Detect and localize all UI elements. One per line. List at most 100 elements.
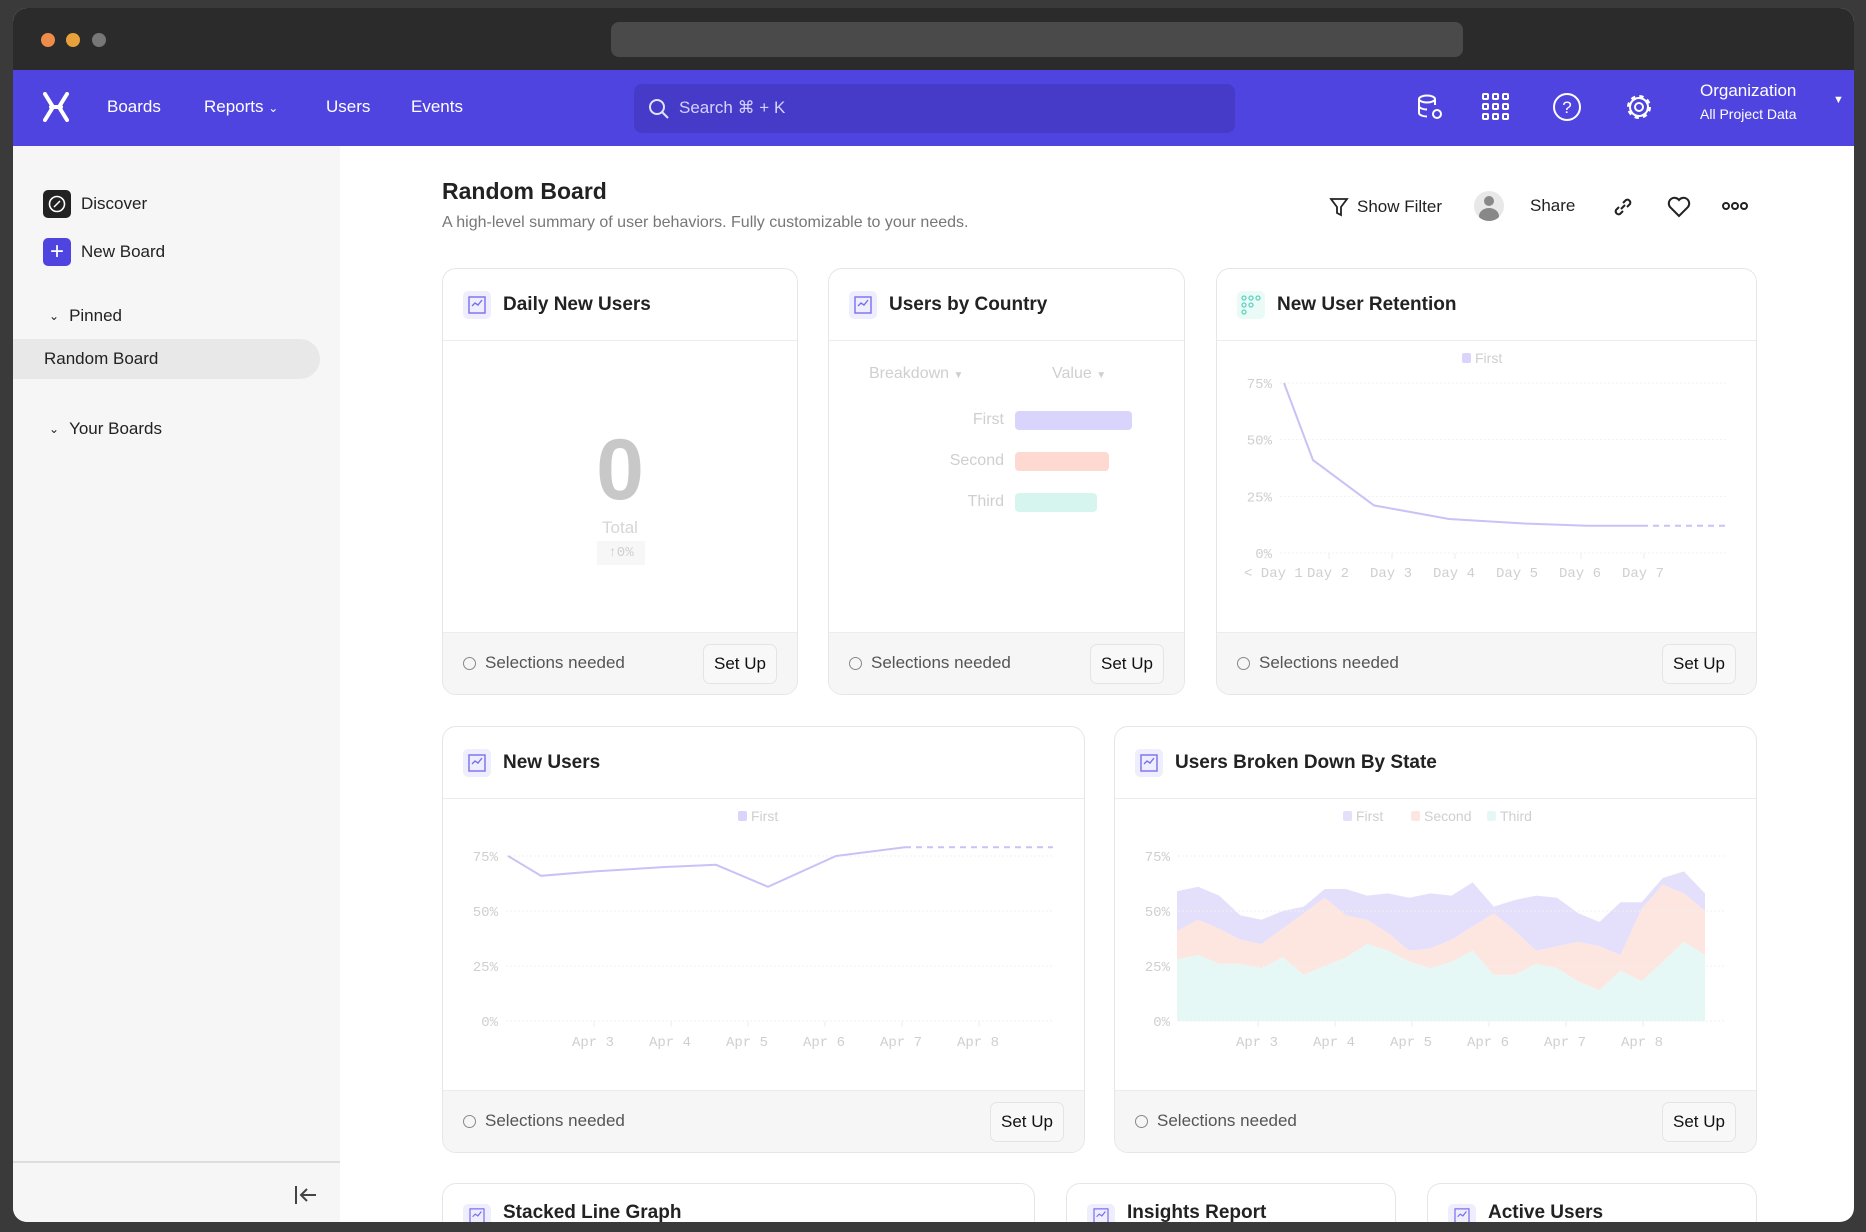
set-up-button[interactable]: Set Up	[1662, 644, 1736, 684]
metric-label: Total	[602, 518, 638, 537]
database-settings-icon[interactable]	[1413, 90, 1447, 124]
pinned-label: Pinned	[69, 306, 122, 325]
search-placeholder: Search ⌘ + K	[679, 98, 786, 117]
new-users-chart: First 0% 25% 50% 75% Apr 3 Apr 4 Apr 5 Apr 6 Apr …	[473, 808, 1053, 1051]
sidebar-item-random-board[interactable]: Random Board	[13, 339, 320, 379]
area-first	[1177, 871, 1705, 955]
x-tick-label: Apr 3	[572, 1035, 614, 1051]
set-up-button[interactable]: Set Up	[1090, 644, 1164, 684]
x-tick-label: Apr 4	[649, 1035, 691, 1051]
apps-grid-icon[interactable]	[1479, 90, 1513, 124]
y-tick-label: 25%	[1247, 490, 1273, 506]
nav-reports[interactable]: Reports ⌄	[204, 97, 278, 117]
legend-label: Second	[1424, 808, 1471, 824]
nav-boards[interactable]: Boards	[107, 97, 161, 116]
x-tick-label: Apr 6	[803, 1035, 845, 1051]
bar-label: Third	[967, 493, 1004, 510]
bar	[1015, 452, 1109, 471]
minimize-window-button[interactable]	[66, 33, 80, 47]
widget-title[interactable]: New User Retention	[1277, 293, 1457, 315]
filter-icon	[1329, 198, 1349, 217]
widget-title[interactable]: Daily New Users	[503, 293, 651, 315]
page-title: Random Board	[442, 178, 607, 204]
close-window-button[interactable]	[41, 33, 55, 47]
top-nav: Boards Reports ⌄ Users Events Search ⌘ +…	[13, 70, 1854, 146]
sidebar-item-new-board[interactable]: + New Board	[43, 238, 165, 266]
collapse-sidebar-icon[interactable]	[293, 1183, 319, 1207]
metric-value: 0	[596, 422, 644, 518]
organization-selector[interactable]: Organization All Project Data ▼	[1700, 81, 1844, 122]
widget-title[interactable]: Stacked Line Graph	[503, 1202, 682, 1222]
maximize-window-button[interactable]	[92, 33, 106, 47]
set-up-button[interactable]: Set Up	[703, 644, 777, 684]
search-input[interactable]: Search ⌘ + K	[634, 84, 1235, 133]
x-tick-label: Apr 5	[726, 1035, 768, 1051]
series-line	[1283, 382, 1642, 527]
x-tick-label: Apr 6	[1467, 1035, 1509, 1051]
legend-label: First	[1356, 808, 1383, 824]
y-tick-label: 25%	[1145, 960, 1171, 976]
browser-titlebar	[13, 8, 1854, 70]
sidebar: Discover + New Board ⌄ Pinned Random Boa…	[13, 146, 340, 1222]
widget-stacked-line-graph: Stacked Line Graph	[442, 1183, 1035, 1222]
show-filter-label: Show Filter	[1357, 197, 1443, 216]
pinned-section-toggle[interactable]: ⌄ Pinned	[49, 306, 122, 326]
more-options-icon[interactable]	[1721, 198, 1749, 214]
legend-swatch	[1487, 811, 1496, 821]
logo-icon[interactable]	[43, 92, 69, 122]
your-boards-section-toggle[interactable]: ⌄ Your Boards	[49, 419, 162, 439]
set-up-button[interactable]: Set Up	[1662, 1102, 1736, 1142]
status-circle-icon	[463, 656, 476, 670]
line-chart-icon	[1087, 1204, 1115, 1222]
bar-label: First	[972, 411, 1004, 428]
caret-down-icon: ▼	[1833, 94, 1844, 106]
y-tick-label: 0%	[481, 1015, 498, 1031]
bar	[1015, 411, 1132, 430]
bar-label: Second	[949, 452, 1004, 469]
status-text: Selections needed	[1157, 1111, 1297, 1130]
share-button[interactable]: Share	[1530, 196, 1576, 215]
value-dropdown[interactable]: Value ▼	[1052, 365, 1106, 383]
settings-icon[interactable]	[1622, 90, 1656, 124]
svg-text:?: ?	[1562, 98, 1571, 117]
legend-label: First	[751, 808, 778, 824]
widget-title[interactable]: Insights Report	[1127, 1202, 1267, 1222]
y-tick-label: 50%	[1247, 434, 1273, 450]
help-icon[interactable]: ?	[1550, 90, 1584, 124]
pinned-item-label: Random Board	[44, 349, 159, 368]
widget-title[interactable]: Users Broken Down By State	[1175, 751, 1437, 773]
widget-title[interactable]: Active Users	[1488, 1202, 1604, 1222]
legend-swatch	[1343, 811, 1352, 821]
y-tick-label: 50%	[473, 905, 499, 921]
chevron-down-icon: ⌄	[49, 309, 60, 323]
series-line	[507, 846, 906, 888]
caret-down-icon: ▼	[953, 370, 964, 381]
favorite-heart-icon[interactable]	[1666, 194, 1692, 220]
widget-active-users: Active Users	[1427, 1183, 1757, 1222]
set-up-button[interactable]: Set Up	[990, 1102, 1064, 1142]
search-icon	[649, 99, 669, 119]
retention-chart: First 0% 25% 50% 75% < Day 1 Day 2 Day 3 Day 4 Da…	[1244, 350, 1727, 582]
line-chart-icon	[463, 290, 491, 319]
x-tick-label: Apr 8	[957, 1035, 999, 1051]
line-chart-icon	[1448, 1204, 1476, 1222]
line-chart-icon	[463, 748, 491, 777]
link-icon[interactable]	[1610, 194, 1636, 220]
breakdown-dropdown[interactable]: Breakdown ▼	[869, 365, 963, 383]
nav-events[interactable]: Events	[411, 97, 463, 116]
sidebar-item-discover[interactable]: Discover	[43, 190, 147, 218]
nav-users[interactable]: Users	[326, 97, 371, 116]
x-tick-label: Apr 7	[880, 1035, 922, 1051]
plus-icon: +	[43, 238, 71, 266]
widget-title[interactable]: New Users	[503, 751, 601, 773]
url-bar[interactable]	[611, 22, 1463, 57]
avatar[interactable]	[1474, 191, 1504, 221]
widget-daily-new-users: Daily New Users 0 Total ↑0% Selections n…	[442, 268, 798, 695]
x-tick-label: Day 3	[1370, 566, 1412, 582]
x-tick-label: Day 6	[1559, 566, 1601, 582]
show-filter-button[interactable]: Show Filter	[1329, 196, 1442, 218]
x-tick-label: Apr 4	[1313, 1035, 1355, 1051]
widget-title[interactable]: Users by Country	[889, 293, 1048, 315]
caret-down-icon: ▼	[1096, 370, 1107, 381]
status-text: Selections needed	[871, 653, 1011, 672]
